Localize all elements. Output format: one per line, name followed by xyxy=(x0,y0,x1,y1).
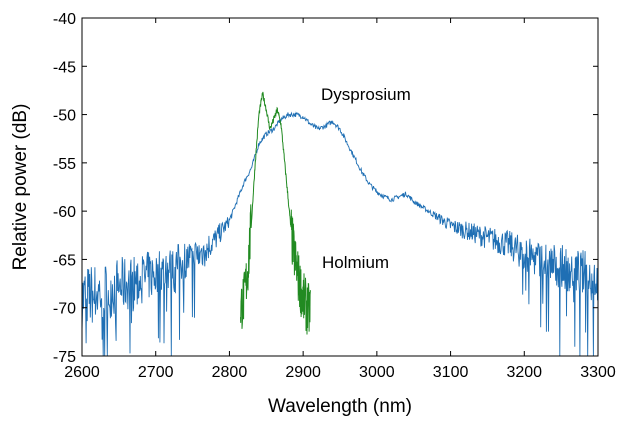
y-tick-label: -45 xyxy=(53,59,76,76)
x-axis: 2600 2700 2800 2900 3000 3100 3200 3300 xyxy=(64,18,616,381)
plot-area xyxy=(82,92,598,356)
y-tick-label: -50 xyxy=(53,108,76,125)
y-tick-label: -65 xyxy=(53,252,76,269)
y-tick-label: -75 xyxy=(53,349,76,366)
x-tick-label: 3000 xyxy=(359,364,395,381)
x-tick-label: 2800 xyxy=(212,364,248,381)
y-tick-label: -60 xyxy=(53,204,76,221)
x-tick-label: 3300 xyxy=(580,364,616,381)
x-tick-label: 2900 xyxy=(285,364,321,381)
y-axis-label: Relative power (dB) xyxy=(10,104,31,271)
y-axis: -40 -45 -50 -55 -60 -65 -70 -75 xyxy=(53,11,598,366)
series-line-holmium xyxy=(241,92,311,335)
x-axis-label: Wavelength (nm) xyxy=(268,396,412,417)
x-tick-label: 2600 xyxy=(64,364,100,381)
y-tick-label: -70 xyxy=(53,301,76,318)
y-tick-label: -40 xyxy=(53,11,76,28)
series-line-dysprosium xyxy=(82,113,598,357)
y-tick-label: -55 xyxy=(53,156,76,173)
x-tick-label: 3100 xyxy=(433,364,469,381)
annotation-holmium: Holmium xyxy=(322,253,389,272)
x-tick-label: 2700 xyxy=(138,364,174,381)
x-tick-label: 3200 xyxy=(506,364,542,381)
annotation-dysprosium: Dysprosium xyxy=(321,85,411,104)
